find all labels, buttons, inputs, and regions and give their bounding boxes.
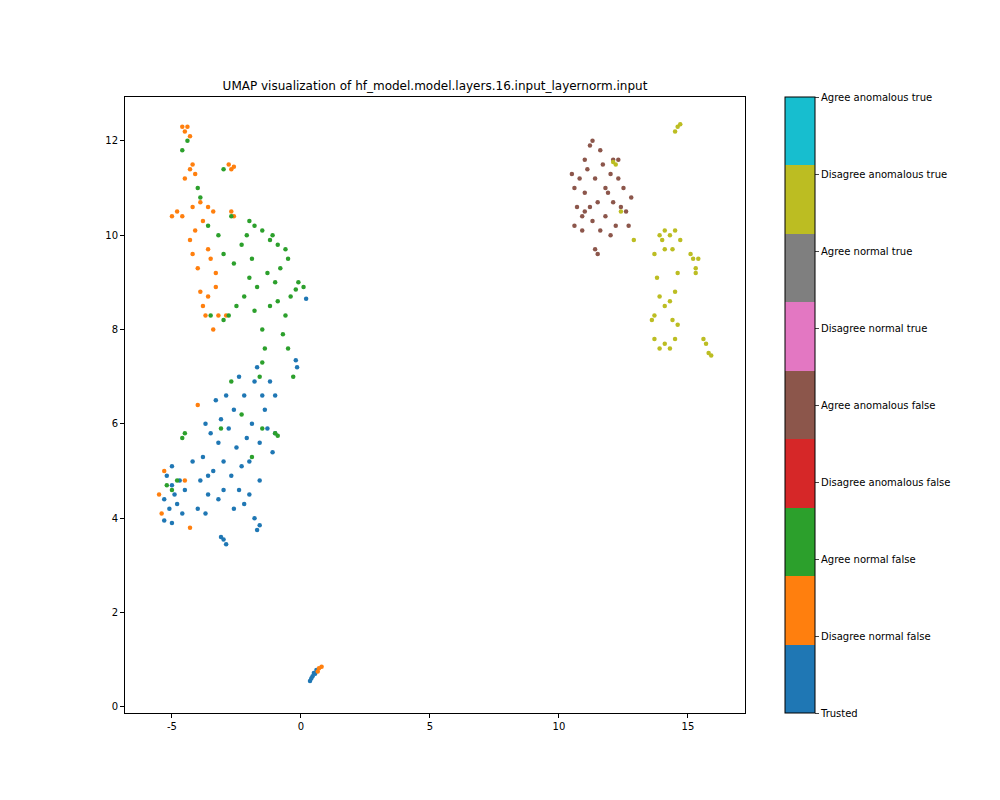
svg-text:10: 10 [553, 721, 566, 732]
svg-text:Agree normal true: Agree normal true [821, 246, 912, 257]
svg-text:Agree anomalous true: Agree anomalous true [821, 92, 932, 103]
svg-text:Disagree anomalous true: Disagree anomalous true [821, 169, 947, 180]
svg-text:0: 0 [112, 701, 118, 712]
svg-text:4: 4 [112, 513, 118, 524]
svg-text:8: 8 [112, 324, 118, 335]
svg-text:Disagree anomalous false: Disagree anomalous false [821, 477, 950, 488]
svg-text:0: 0 [298, 721, 304, 732]
svg-text:12: 12 [105, 135, 118, 146]
svg-text:Agree normal false: Agree normal false [821, 554, 916, 565]
svg-text:6: 6 [112, 418, 118, 429]
svg-text:10: 10 [105, 230, 118, 241]
svg-text:Agree anomalous false: Agree anomalous false [821, 400, 935, 411]
svg-text:15: 15 [682, 721, 695, 732]
svg-text:Disagree normal true: Disagree normal true [821, 323, 927, 334]
svg-text:Trusted: Trusted [820, 708, 858, 719]
svg-text:Disagree normal false: Disagree normal false [821, 631, 931, 642]
svg-text:-5: -5 [167, 721, 177, 732]
svg-text:UMAP visualization of hf_model: UMAP visualization of hf_model.model.lay… [223, 79, 648, 93]
svg-text:2: 2 [112, 607, 118, 618]
svg-text:5: 5 [427, 721, 433, 732]
